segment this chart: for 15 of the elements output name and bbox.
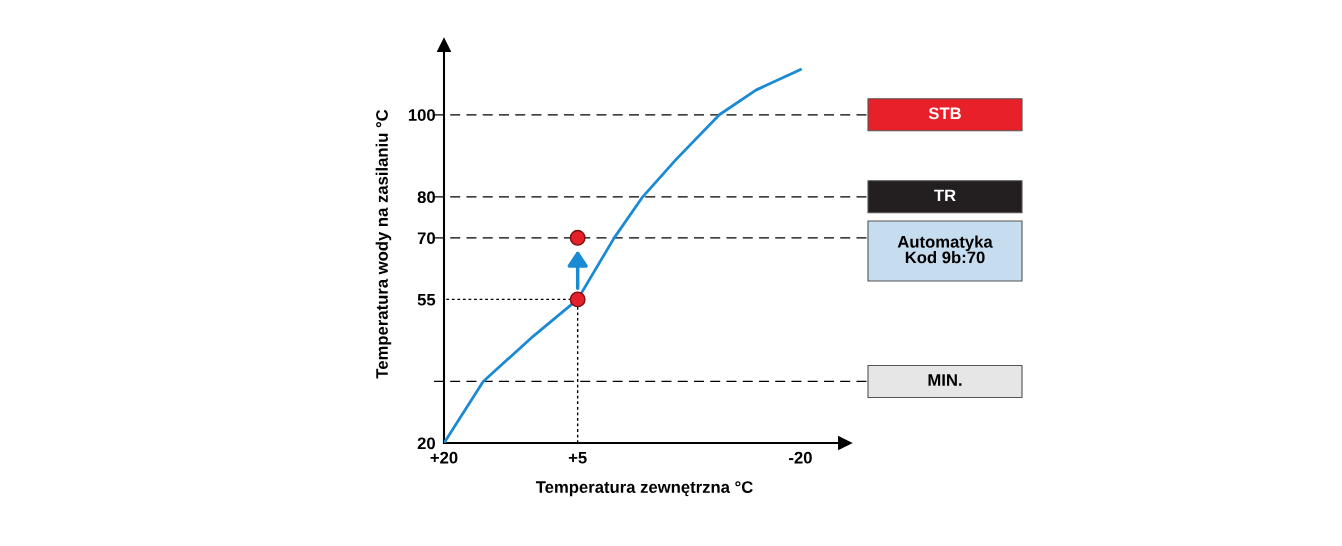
line-series (444, 68, 802, 443)
y-tick-label: 20 (417, 437, 435, 450)
y-tick-label: 100 (408, 109, 435, 121)
x-tick-label: -20 (789, 451, 812, 464)
ref-line-label: TR (934, 189, 956, 202)
x-tick-label: +20 (430, 451, 458, 464)
y-tick-label: 70 (417, 232, 435, 245)
x-tick-label: +5 (568, 451, 587, 464)
x-axis-title: Temperatura zewnętrzna °C (535, 481, 753, 497)
y-tick-label: 80 (417, 191, 435, 204)
y-axis-title: Temperatura wody na zasilaniu °C (375, 109, 392, 379)
y-tick-label: 55 (417, 293, 436, 306)
ref-line-label: Automatyka Kod 9b:70 (897, 235, 993, 264)
ref-line-label: MIN. (928, 374, 962, 386)
ref-line-label: STB (928, 107, 961, 120)
